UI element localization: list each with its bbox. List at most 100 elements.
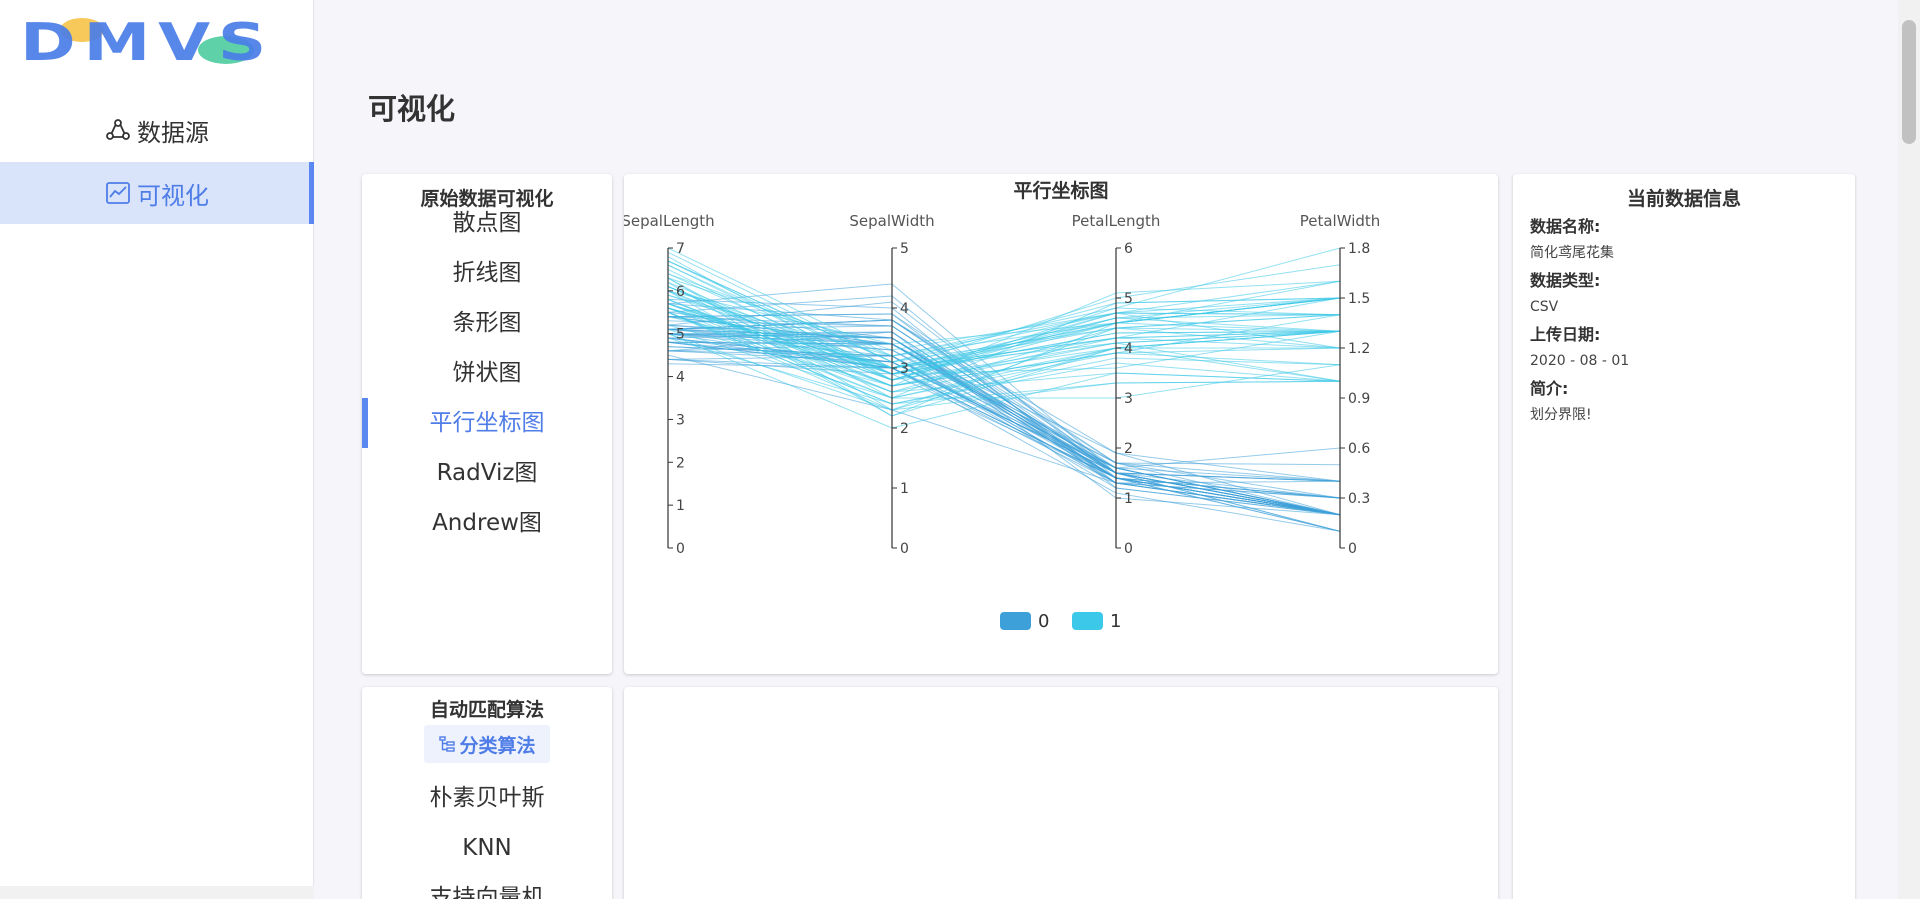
chart-panel: SepalLength 0 1 2 3 4 5 6 7 SepalWidth 0 1 2 3 4 5 Petal… — [624, 174, 1498, 674]
axis-label-sepallength: SepalLength — [624, 212, 715, 230]
series-1-line-23 — [667, 286, 1341, 381]
series-1-line-14 — [667, 307, 1341, 375]
series-0-line-37 — [667, 331, 1341, 532]
sidebar-item-label: 数据源 — [137, 118, 209, 147]
axis-label-petallength: PetalLength — [1072, 212, 1161, 230]
axis-tick-label: 1.8 — [1348, 241, 1370, 257]
legend-label-0[interactable]: 0 — [1038, 611, 1049, 632]
cloud-share-icon — [106, 119, 130, 140]
data-info-heading: 当前数据信息 — [1626, 188, 1741, 210]
series-1-line-20 — [667, 247, 1341, 357]
page-title: 可视化 — [368, 92, 456, 126]
series-1-line-37 — [667, 277, 1341, 411]
parallel-coordinates-chart: SepalLength 0 1 2 3 4 5 6 7 SepalWidth 0 1 2 3 4 5 Petal… — [624, 212, 1381, 632]
algorithm-heading: 自动匹配算法 — [429, 699, 544, 721]
menu-item-line[interactable]: 折线图 — [452, 260, 522, 286]
series-1-line-41 — [667, 286, 1341, 369]
menu-item-parallel[interactable]: 平行坐标图 — [362, 398, 612, 448]
axis-tick-label: 6 — [1124, 241, 1133, 257]
axis-tick-label: 1 — [676, 498, 685, 514]
axis-tick-label: 2 — [676, 455, 685, 471]
series-1-line-26 — [667, 256, 1341, 381]
legend-label-1[interactable]: 1 — [1110, 611, 1121, 632]
axis-tick-label: 0 — [1124, 541, 1133, 557]
axis-tick-label: 1.2 — [1348, 341, 1370, 357]
axis-tick-label: 2 — [900, 421, 909, 437]
axis-label-petalwidth: PetalWidth — [1300, 212, 1381, 230]
series-0-line-35 — [667, 333, 1341, 516]
series-1-line-43 — [667, 333, 1341, 411]
axis-tick-label: 0.9 — [1348, 391, 1370, 407]
legend-swatch-0[interactable] — [1000, 612, 1031, 630]
algorithm-item-knn[interactable]: KNN — [462, 835, 512, 861]
upload-date-value: 2020 - 08 - 01 — [1530, 353, 1630, 369]
menu-item-bar[interactable]: 条形图 — [452, 310, 522, 336]
axis-tick-label: 0 — [1348, 541, 1357, 557]
series-1-line-19 — [667, 307, 1341, 399]
sidebar: DMVS 数据源 可视化 — [0, 0, 314, 899]
series-1-line-39 — [667, 311, 1341, 399]
series-1-line-46 — [667, 303, 1341, 375]
series-1-line-49 — [667, 303, 1341, 381]
axis-tick-label: 5 — [1124, 291, 1133, 307]
data-info-panel: 当前数据信息 数据名称: 简化鸢尾花集 数据类型: CSV 上传日期: 2020… — [1513, 174, 1855, 899]
description-value: 划分界限! — [1530, 407, 1592, 423]
data-info-list: 数据名称: 简化鸢尾花集 数据类型: CSV 上传日期: 2020 - 08 -… — [1530, 214, 1840, 430]
series-0-line-49 — [667, 333, 1341, 516]
description-label: 简介: — [1530, 379, 1569, 398]
series-1-line-31 — [667, 311, 1341, 405]
axis-tick-label: 1 — [900, 481, 909, 497]
chart-title: 平行坐标图 — [1013, 180, 1109, 202]
series-0-line-13 — [667, 363, 1341, 532]
axis-tick-label: 5 — [900, 241, 909, 257]
axis-tick-label: 2 — [1124, 441, 1133, 457]
series-1-line-42 — [667, 298, 1340, 393]
axis-label-sepalwidth: SepalWidth — [849, 212, 934, 230]
algorithm-category-label: 分类算法 — [459, 734, 536, 757]
axis-tick-label: 1.5 — [1348, 291, 1370, 307]
axis-tick-label: 0 — [900, 541, 909, 557]
axis-tick-label: 4 — [900, 301, 909, 317]
data-type-value: CSV — [1530, 299, 1559, 315]
algorithm-category-classification[interactable]: 分类算法 — [424, 725, 550, 763]
axis-tick-label: 1 — [1124, 491, 1133, 507]
series-0-line-41 — [667, 354, 1341, 499]
axis-tick-label: 5 — [676, 327, 685, 343]
svg-text:DMVS: DMVS — [20, 14, 274, 66]
axis-tick-label: 7 — [676, 241, 685, 257]
series-1-line-47 — [667, 281, 1341, 375]
sidebar-item-visualization[interactable]: 可视化 — [0, 162, 314, 224]
data-type-label: 数据类型: — [1530, 271, 1601, 290]
vertical-scrollbar[interactable] — [1898, 0, 1920, 899]
horizontal-scrollbar[interactable] — [0, 886, 314, 899]
axis-tick-label: 3 — [676, 412, 685, 428]
axis-tick-label: 0.6 — [1348, 441, 1370, 457]
series-1-line-36 — [667, 260, 1341, 363]
data-name-value: 简化鸢尾花集 — [1530, 245, 1614, 261]
legend-swatch-1[interactable] — [1072, 612, 1103, 630]
menu-item-andrew[interactable]: Andrew图 — [432, 510, 542, 536]
axis-tick-label: 6 — [676, 284, 685, 300]
series-1-line-40 — [667, 311, 1341, 393]
menu-item-pie[interactable]: 饼状图 — [452, 360, 522, 386]
data-name-label: 数据名称: — [1530, 217, 1601, 236]
axis-tick-label: 0 — [676, 541, 685, 557]
series-1-line-35 — [667, 280, 1341, 345]
upload-date-label: 上传日期: — [1530, 325, 1601, 344]
series-1-line-29 — [667, 303, 1341, 393]
algorithm-result-panel — [624, 687, 1498, 899]
axis-tick-label: 3 — [1124, 391, 1133, 407]
axis-tick-label: 3 — [900, 361, 909, 377]
algorithm-item-naive-bayes[interactable]: 朴素贝叶斯 — [429, 785, 545, 811]
line-chart-icon — [106, 182, 130, 204]
menu-item-scatter[interactable]: 散点图 — [452, 210, 522, 236]
axis-tick-label: 0.3 — [1348, 491, 1370, 507]
raw-visualization-menu: 原始数据可视化 散点图 折线图 条形图 饼状图 平行坐标图 RadViz图 An… — [362, 174, 612, 674]
algorithm-item-svm[interactable]: 支持向量机 — [429, 885, 545, 899]
sidebar-item-datasource[interactable]: 数据源 — [0, 99, 314, 161]
scrollbar-thumb[interactable] — [1902, 20, 1916, 144]
axis-tick-label: 4 — [1124, 341, 1133, 357]
menu-item-radviz[interactable]: RadViz图 — [436, 460, 538, 486]
series-1-line-48 — [667, 328, 1341, 399]
algorithm-menu: 自动匹配算法 分类算法 朴素贝叶斯 KNN 支持向量机 — [362, 687, 612, 899]
